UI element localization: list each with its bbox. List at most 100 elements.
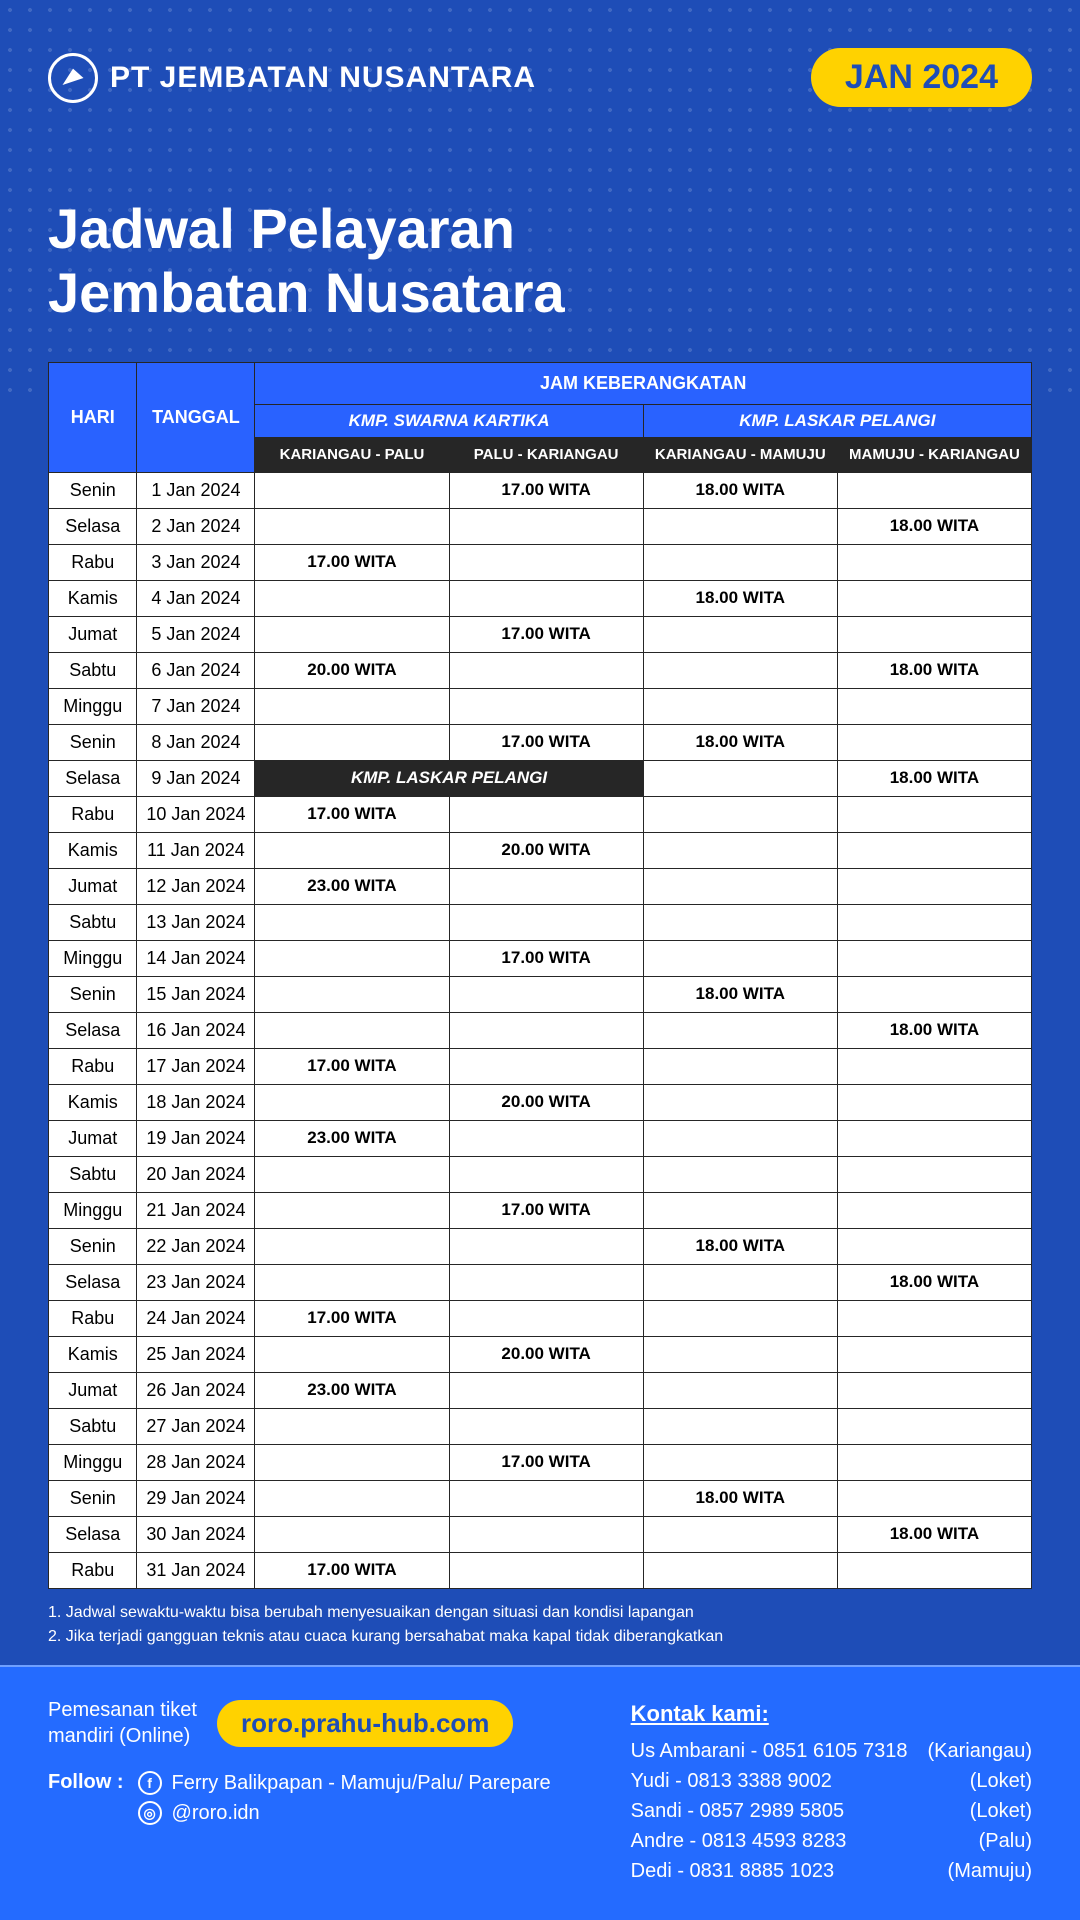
cell-day: Selasa (49, 1264, 137, 1300)
month-badge: JAN 2024 (811, 48, 1032, 107)
cell-time (837, 940, 1031, 976)
cell-date: 13 Jan 2024 (137, 904, 255, 940)
cell-date: 16 Jan 2024 (137, 1012, 255, 1048)
table-row: Kamis4 Jan 202418.00 WITA (49, 580, 1032, 616)
cell-time (837, 1444, 1031, 1480)
cell-time (837, 472, 1031, 508)
cell-day: Rabu (49, 1552, 137, 1588)
table-row: Jumat26 Jan 202423.00 WITA (49, 1372, 1032, 1408)
cell-time (837, 1372, 1031, 1408)
cell-date: 22 Jan 2024 (137, 1228, 255, 1264)
cell-time (643, 760, 837, 796)
cell-time (837, 1192, 1031, 1228)
cell-time: 18.00 WITA (643, 1228, 837, 1264)
cell-day: Selasa (49, 508, 137, 544)
cell-time (449, 1228, 643, 1264)
cell-time: 23.00 WITA (255, 1120, 449, 1156)
cell-time: 17.00 WITA (449, 940, 643, 976)
contact-location: (Loket) (970, 1766, 1032, 1796)
cell-time (643, 796, 837, 832)
instagram-link[interactable]: ◎ @roro.idn (138, 1801, 551, 1825)
cell-time (643, 1444, 837, 1480)
table-row: Sabtu13 Jan 2024 (49, 904, 1032, 940)
th-ship-1: KMP. SWARNA KARTIKA (255, 404, 643, 437)
contact-name: Dedi - 0831 8885 1023 (631, 1856, 835, 1886)
cell-time (255, 832, 449, 868)
cell-time (255, 472, 449, 508)
cell-date: 3 Jan 2024 (137, 544, 255, 580)
contact-row: Dedi - 0831 8885 1023 (Mamuju) (631, 1856, 1032, 1886)
table-row: Rabu17 Jan 202417.00 WITA (49, 1048, 1032, 1084)
cell-time (643, 1084, 837, 1120)
cell-time (643, 1012, 837, 1048)
th-route-2: PALU - KARIANGAU (449, 437, 643, 472)
table-row: Jumat5 Jan 202417.00 WITA (49, 616, 1032, 652)
cell-time (449, 580, 643, 616)
cell-time (643, 1156, 837, 1192)
ticket-label: Pemesanan tiket mandiri (Online) (48, 1697, 197, 1749)
cell-date: 9 Jan 2024 (137, 760, 255, 796)
booking-url[interactable]: roro.prahu-hub.com (217, 1700, 513, 1747)
cell-time (643, 832, 837, 868)
cell-time: 20.00 WITA (449, 1084, 643, 1120)
title-line-2: Jembatan Nusatara (48, 261, 565, 324)
cell-time (643, 904, 837, 940)
cell-day: Rabu (49, 1300, 137, 1336)
table-row: Rabu3 Jan 202417.00 WITA (49, 544, 1032, 580)
table-row: Senin22 Jan 2024 18.00 WITA (49, 1228, 1032, 1264)
cell-time (449, 508, 643, 544)
cell-day: Rabu (49, 544, 137, 580)
cell-time (837, 1120, 1031, 1156)
cell-time (255, 616, 449, 652)
table-row: Kamis11 Jan 202420.00 WITA (49, 832, 1032, 868)
table-row: Senin8 Jan 202417.00 WITA18.00 WITA (49, 724, 1032, 760)
cell-date: 27 Jan 2024 (137, 1408, 255, 1444)
cell-day: Jumat (49, 1120, 137, 1156)
facebook-link[interactable]: f Ferry Balikpapan - Mamuju/Palu/ Parepa… (138, 1771, 551, 1795)
contact-location: (Loket) (970, 1796, 1032, 1826)
title-line-1: Jadwal Pelayaran (48, 197, 515, 260)
cell-time (449, 1048, 643, 1084)
table-row: Senin15 Jan 202418.00 WITA (49, 976, 1032, 1012)
table-row: Rabu10 Jan 202417.00 WITA (49, 796, 1032, 832)
cell-day: Senin (49, 1228, 137, 1264)
cell-time (643, 544, 837, 580)
contact-title: Kontak kami: (631, 1697, 1032, 1730)
cell-time (837, 1300, 1031, 1336)
cell-date: 20 Jan 2024 (137, 1156, 255, 1192)
th-day: HARI (49, 362, 137, 472)
contact-location: (Mamuju) (948, 1856, 1032, 1886)
ship-icon (48, 53, 98, 103)
cell-time (643, 1048, 837, 1084)
cell-time (837, 616, 1031, 652)
contact-row: Us Ambarani - 0851 6105 7318(Kariangau) (631, 1736, 1032, 1766)
cell-time (255, 1012, 449, 1048)
cell-time (449, 868, 643, 904)
cell-time: 17.00 WITA (449, 724, 643, 760)
cell-time (837, 868, 1031, 904)
cell-day: Rabu (49, 1048, 137, 1084)
cell-time: 18.00 WITA (837, 1012, 1031, 1048)
cell-time: 18.00 WITA (837, 1516, 1031, 1552)
cell-time (643, 508, 837, 544)
cell-time (643, 1264, 837, 1300)
company-name: PT JEMBATAN NUSANTARA (110, 61, 536, 95)
table-row: Rabu24 Jan 202417.00 WITA (49, 1300, 1032, 1336)
schedule-table: HARI TANGGAL JAM KEBERANGKATAN KMP. SWAR… (48, 362, 1032, 1589)
cell-date: 31 Jan 2024 (137, 1552, 255, 1588)
cell-date: 23 Jan 2024 (137, 1264, 255, 1300)
cell-date: 1 Jan 2024 (137, 472, 255, 508)
contact-row: Yudi - 0813 3388 9002(Loket) (631, 1766, 1032, 1796)
cell-time: 18.00 WITA (643, 580, 837, 616)
cell-time (837, 1408, 1031, 1444)
cell-date: 4 Jan 2024 (137, 580, 255, 616)
cell-day: Selasa (49, 1012, 137, 1048)
table-row: Selasa23 Jan 202418.00 WITA (49, 1264, 1032, 1300)
contact-name: Us Ambarani - 0851 6105 7318 (631, 1736, 908, 1766)
cell-date: 8 Jan 2024 (137, 724, 255, 760)
cell-time (255, 976, 449, 1012)
cell-date: 30 Jan 2024 (137, 1516, 255, 1552)
cell-time (643, 1372, 837, 1408)
cell-time (449, 1552, 643, 1588)
cell-time (255, 1264, 449, 1300)
